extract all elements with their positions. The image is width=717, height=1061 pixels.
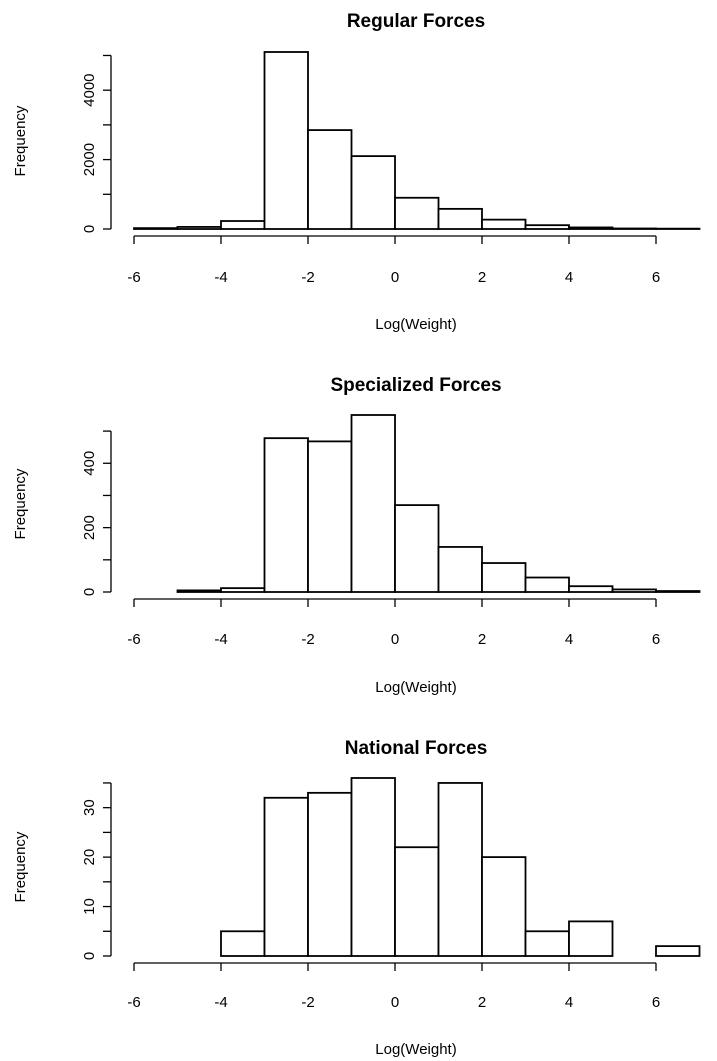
y-axis-label: Frequency [12, 831, 29, 902]
x-tick-label: -4 [214, 269, 227, 286]
x-tick-label: 2 [478, 269, 486, 286]
histogram-bar [437, 546, 483, 593]
histogram-bar [220, 930, 266, 957]
histogram-bar [263, 51, 309, 230]
histogram-bar [481, 856, 527, 957]
x-tick-label: 0 [391, 994, 399, 1011]
histogram-bar [263, 796, 309, 957]
histogram-bar [220, 587, 266, 593]
histogram-bar [307, 791, 353, 957]
histogram-bar [437, 207, 483, 230]
y-tick-label: 0 [81, 952, 98, 960]
histogram-bar [568, 226, 614, 230]
histogram-bar [263, 437, 309, 593]
histogram-bar [568, 920, 614, 957]
x-tick-label: 0 [391, 269, 399, 286]
x-tick-label: -2 [301, 631, 314, 648]
x-tick-label: 2 [478, 631, 486, 648]
histogram-bar [307, 440, 353, 593]
x-tick-label: -2 [301, 269, 314, 286]
histogram-bar [350, 155, 396, 230]
plot-area: -6 -4 -2 0 2 4 6 0 200 400 [81, 414, 701, 648]
y-tick-label: 400 [81, 451, 98, 476]
histogram-bar [568, 585, 614, 593]
histogram-bar [394, 196, 440, 230]
x-tick-label: -6 [127, 269, 140, 286]
histogram-bar [350, 414, 396, 593]
x-tick-label: 0 [391, 631, 399, 648]
y-tick-label: 0 [81, 588, 98, 596]
specialized-forces-histogram: Specialized Forces Frequency Log(Weight)… [12, 375, 701, 696]
histogram-bar [524, 930, 570, 957]
x-tick-label: 4 [565, 994, 573, 1011]
histogram-bar [307, 129, 353, 230]
x-axis-label: Log(Weight) [375, 679, 456, 696]
histogram-bar [176, 589, 222, 593]
histogram-bar [437, 782, 483, 957]
chart-title: National Forces [345, 738, 488, 759]
histogram-bar [524, 576, 570, 593]
national-forces-histogram: National Forces Frequency Log(Weight) -6… [12, 738, 701, 1058]
histogram-bar [176, 226, 222, 230]
histogram-bar [611, 227, 657, 230]
x-tick-label: -6 [127, 994, 140, 1011]
y-axis-label: Frequency [12, 105, 29, 176]
y-tick-label: 10 [81, 898, 98, 915]
regular-forces-histogram: Regular Forces Frequency Log(Weight) -6-… [12, 11, 701, 333]
plot-area: -6 -4 -2 0 2 4 6 0 10 20 30 [81, 777, 701, 1011]
x-tick-label: -2 [301, 994, 314, 1011]
plot-area: -6 -4 -2 0 2 4 6 0 2000 4000 [81, 51, 701, 286]
x-tick-label: 4 [565, 269, 573, 286]
x-tick-label: 6 [652, 269, 660, 286]
histogram-bar [394, 504, 440, 593]
x-tick-label: 6 [652, 631, 660, 648]
x-tick-label: -4 [214, 631, 227, 648]
histogram-bar [481, 218, 527, 230]
x-tick-label: -6 [127, 631, 140, 648]
chart-title: Regular Forces [347, 11, 485, 32]
y-tick-label: 20 [81, 849, 98, 866]
histogram-bar [394, 846, 440, 957]
y-axis-label: Frequency [12, 468, 29, 539]
y-tick-label: 200 [81, 515, 98, 540]
y-tick-label: 2000 [81, 143, 98, 176]
histogram-bar [611, 588, 657, 593]
histogram-bar [655, 945, 701, 957]
x-tick-label: 4 [565, 631, 573, 648]
x-tick-label: 6 [652, 994, 660, 1011]
x-axis-label: Log(Weight) [375, 316, 456, 333]
x-tick-label: 2 [478, 994, 486, 1011]
histogram-bar [655, 590, 701, 593]
y-tick-label: 0 [81, 225, 98, 233]
x-tick-label: -4 [214, 994, 227, 1011]
histogram-bar [220, 220, 266, 230]
y-tick-label: 30 [81, 799, 98, 816]
chart-title: Specialized Forces [330, 375, 501, 396]
histogram-bar [350, 777, 396, 957]
histogram-bar [133, 227, 179, 230]
y-tick-label: 4000 [81, 73, 98, 106]
histogram-bar [481, 562, 527, 593]
x-axis-label: Log(Weight) [375, 1041, 456, 1058]
histogram-bar [524, 224, 570, 230]
